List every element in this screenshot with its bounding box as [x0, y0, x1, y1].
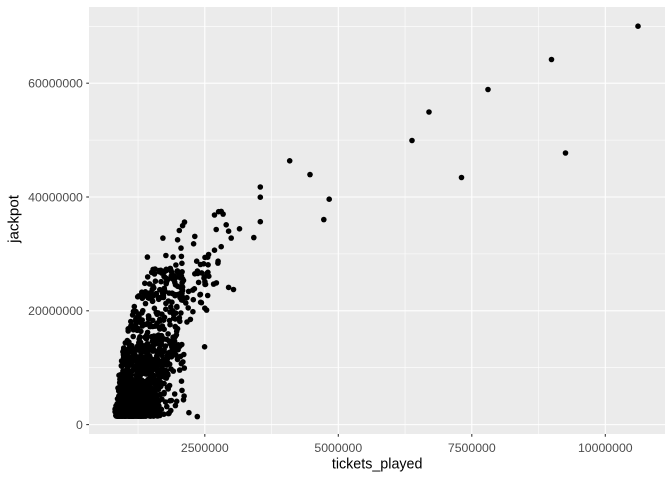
svg-text:20000000: 20000000: [28, 304, 83, 318]
svg-text:40000000: 40000000: [28, 190, 83, 204]
svg-text:0: 0: [76, 418, 83, 432]
svg-text:2500000: 2500000: [181, 441, 229, 455]
svg-text:5000000: 5000000: [314, 441, 362, 455]
svg-text:10000000: 10000000: [578, 441, 633, 455]
svg-text:7500000: 7500000: [448, 441, 496, 455]
svg-text:60000000: 60000000: [28, 77, 83, 91]
svg-text:tickets_played: tickets_played: [332, 457, 423, 473]
svg-text:jackpot: jackpot: [6, 194, 23, 244]
